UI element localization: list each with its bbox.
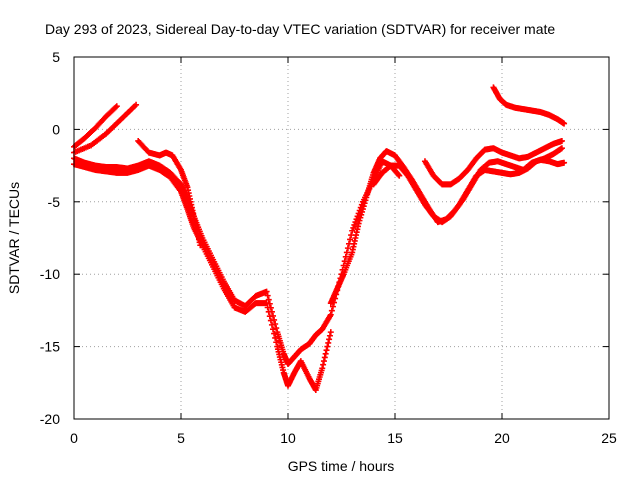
x-tick-label: 5 (177, 430, 185, 446)
data-point (344, 245, 351, 252)
data-point (356, 217, 363, 224)
x-tick-label: 15 (387, 430, 403, 446)
data-point (273, 339, 280, 346)
data-point (270, 326, 277, 333)
data-point (329, 303, 336, 310)
data-track (71, 161, 334, 394)
data-point (265, 308, 272, 315)
data-point (351, 221, 358, 228)
data-point (272, 334, 279, 341)
data-track (71, 101, 140, 156)
data-point (272, 321, 279, 328)
data-point (325, 339, 332, 346)
data-point (352, 219, 359, 226)
x-tick-label: 0 (70, 430, 78, 446)
data-point (395, 171, 402, 178)
data-point (263, 288, 270, 295)
x-axis-label: GPS time / hours (288, 458, 395, 474)
plot-frame (73, 56, 610, 420)
data-point (345, 240, 352, 247)
chart-title: Day 293 of 2023, Sidereal Day-to-day VTE… (45, 21, 555, 37)
y-axis-label: SDTVAR / TECUs (6, 182, 22, 294)
data-point (350, 224, 357, 231)
data-point (359, 208, 366, 215)
data-point (561, 120, 568, 127)
data-track (135, 137, 204, 249)
data-point (558, 145, 565, 152)
data-point (326, 332, 333, 339)
data-point (343, 249, 350, 256)
y-tick-label: -10 (40, 266, 60, 282)
data-point (347, 236, 354, 243)
data-point (561, 159, 568, 166)
data-track (490, 84, 568, 127)
data-point (264, 304, 271, 311)
data-track (71, 103, 120, 150)
data-point (362, 197, 369, 204)
data-point (267, 317, 274, 324)
data-point (197, 242, 204, 249)
data-point (266, 313, 273, 320)
data-point (271, 330, 278, 337)
x-axis-ticks: 0 5 10 15 20 25 (70, 57, 617, 446)
data-series (71, 84, 568, 394)
y-tick-label: -15 (40, 339, 60, 355)
x-tick-label: 25 (601, 430, 617, 446)
data-point (360, 203, 367, 210)
data-point (265, 296, 272, 303)
grid (74, 57, 609, 419)
data-track (370, 145, 565, 226)
data-point (355, 220, 362, 227)
data-point (326, 336, 333, 343)
data-point (324, 343, 331, 350)
x-tick-label: 10 (280, 430, 296, 446)
data-point (320, 361, 327, 368)
data-point (363, 194, 370, 201)
x-tick-label: 20 (494, 430, 510, 446)
data-point (264, 292, 271, 299)
data-point (322, 350, 329, 357)
data-point (359, 206, 366, 213)
data-point (358, 211, 365, 218)
data-point (558, 137, 565, 144)
data-point (396, 172, 403, 179)
data-point (263, 300, 270, 307)
data-point (357, 214, 364, 221)
y-tick-label: 5 (52, 49, 60, 65)
data-point (273, 325, 280, 332)
data-point (327, 311, 334, 318)
data-point (327, 329, 334, 336)
data-point (349, 227, 356, 234)
data-point (112, 104, 119, 111)
data-point (133, 101, 140, 108)
y-tick-label: -5 (48, 194, 61, 210)
data-point (361, 200, 368, 207)
data-point (320, 358, 327, 365)
data-point (328, 307, 335, 314)
data-point (319, 365, 326, 372)
data-point (268, 321, 275, 328)
data-point (113, 103, 120, 110)
y-axis-ticks: -20 -15 -10 -5 0 5 (40, 49, 609, 427)
y-tick-label: 0 (52, 121, 60, 137)
y-tick-label: -20 (40, 411, 60, 427)
data-point (323, 347, 330, 354)
data-point (321, 354, 328, 361)
data-track (421, 137, 565, 188)
